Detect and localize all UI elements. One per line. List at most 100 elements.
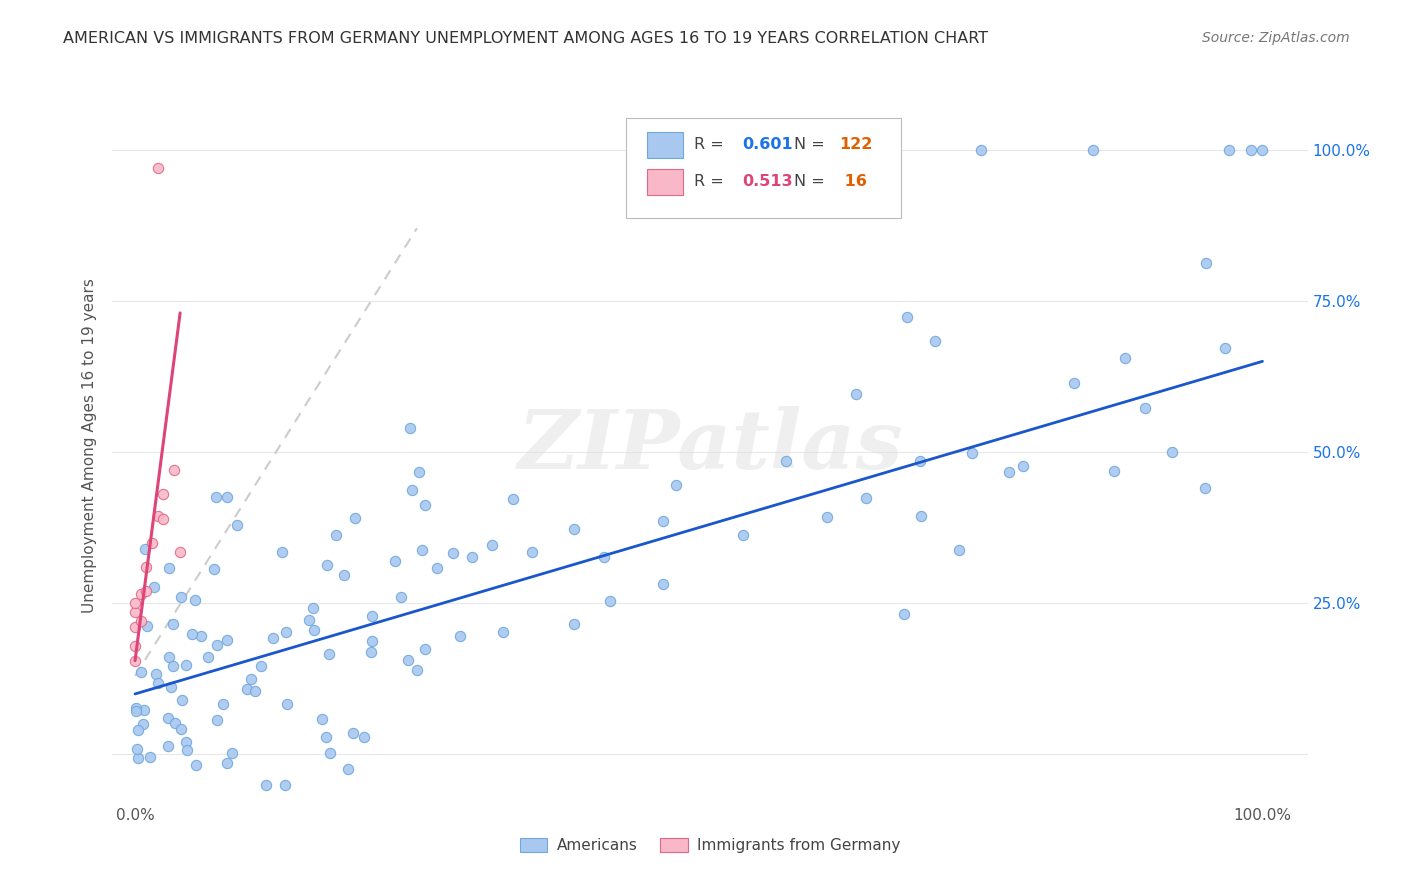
Point [1213,341,1236,355]
Point [170,723,193,737]
Point [353,730,375,744]
Point [156,739,179,753]
Point [315,730,337,744]
Point [212,697,235,711]
Point [134,703,156,717]
Point [176,743,198,757]
Point [997,465,1019,479]
Point [249,658,271,673]
Point [896,310,918,325]
Point [135,618,157,632]
Point [948,543,970,558]
Text: 122: 122 [839,137,873,153]
Point [274,625,297,640]
Point [415,498,437,512]
Point [125,704,148,718]
Point [426,561,449,575]
FancyBboxPatch shape [627,118,901,218]
Point [399,421,422,435]
Point [406,663,429,677]
Point [1195,255,1218,269]
Point [344,511,367,525]
Point [413,642,436,657]
Point [1160,444,1182,458]
Point [492,625,515,640]
Point [652,514,675,528]
Point [169,545,191,559]
Point [184,593,207,607]
Point [202,562,225,576]
Point [910,508,932,523]
Text: 16: 16 [839,175,868,189]
Point [302,624,325,638]
Point [127,723,149,737]
Point [599,593,621,607]
Point [652,576,675,591]
Point [135,560,157,574]
Text: 0.601: 0.601 [742,137,793,153]
Point [1063,376,1085,390]
Point [276,697,298,711]
Point [146,161,169,175]
Point [815,510,838,524]
Point [262,631,284,645]
Point [205,638,228,652]
Point [127,751,149,765]
Point [152,511,174,525]
Text: N =: N = [794,137,830,153]
Point [333,568,356,582]
Point [215,632,238,647]
Point [162,617,184,632]
Point [205,490,228,504]
Y-axis label: Unemployment Among Ages 16 to 19 years: Unemployment Among Ages 16 to 19 years [82,278,97,614]
Point [124,654,146,668]
Point [301,601,323,615]
Point [315,558,337,572]
Point [1133,401,1156,416]
Point [124,605,146,619]
Point [157,650,180,665]
Point [396,653,419,667]
Point [733,528,755,542]
Point [562,616,585,631]
Point [360,645,382,659]
Point [157,711,180,725]
Point [125,701,148,715]
Point [235,682,257,697]
Point [401,483,423,497]
Point [325,528,347,542]
Point [311,712,333,726]
Point [969,143,991,157]
Point [245,684,267,698]
Text: ZIPatlas: ZIPatlas [517,406,903,486]
Point [152,487,174,501]
Point [298,613,321,627]
Point [205,713,228,727]
Point [157,561,180,575]
Point [408,465,430,479]
Point [124,620,146,634]
Point [163,463,186,477]
Bar [647,169,682,194]
Point [184,758,207,772]
Point [1218,143,1240,157]
Point [174,658,197,673]
Point [145,666,167,681]
Text: Source: ZipAtlas.com: Source: ZipAtlas.com [1202,31,1350,45]
Point [134,541,156,556]
Text: R =: R = [695,175,730,189]
Point [142,580,165,594]
Point [217,756,239,770]
Point [893,607,915,622]
Point [342,726,364,740]
Point [908,454,931,468]
Point [1102,464,1125,478]
Point [384,554,406,568]
Point [124,639,146,653]
Point [389,591,412,605]
Point [139,750,162,764]
Point [441,546,464,560]
Point [146,676,169,690]
Point [176,735,198,749]
Point [960,445,983,459]
